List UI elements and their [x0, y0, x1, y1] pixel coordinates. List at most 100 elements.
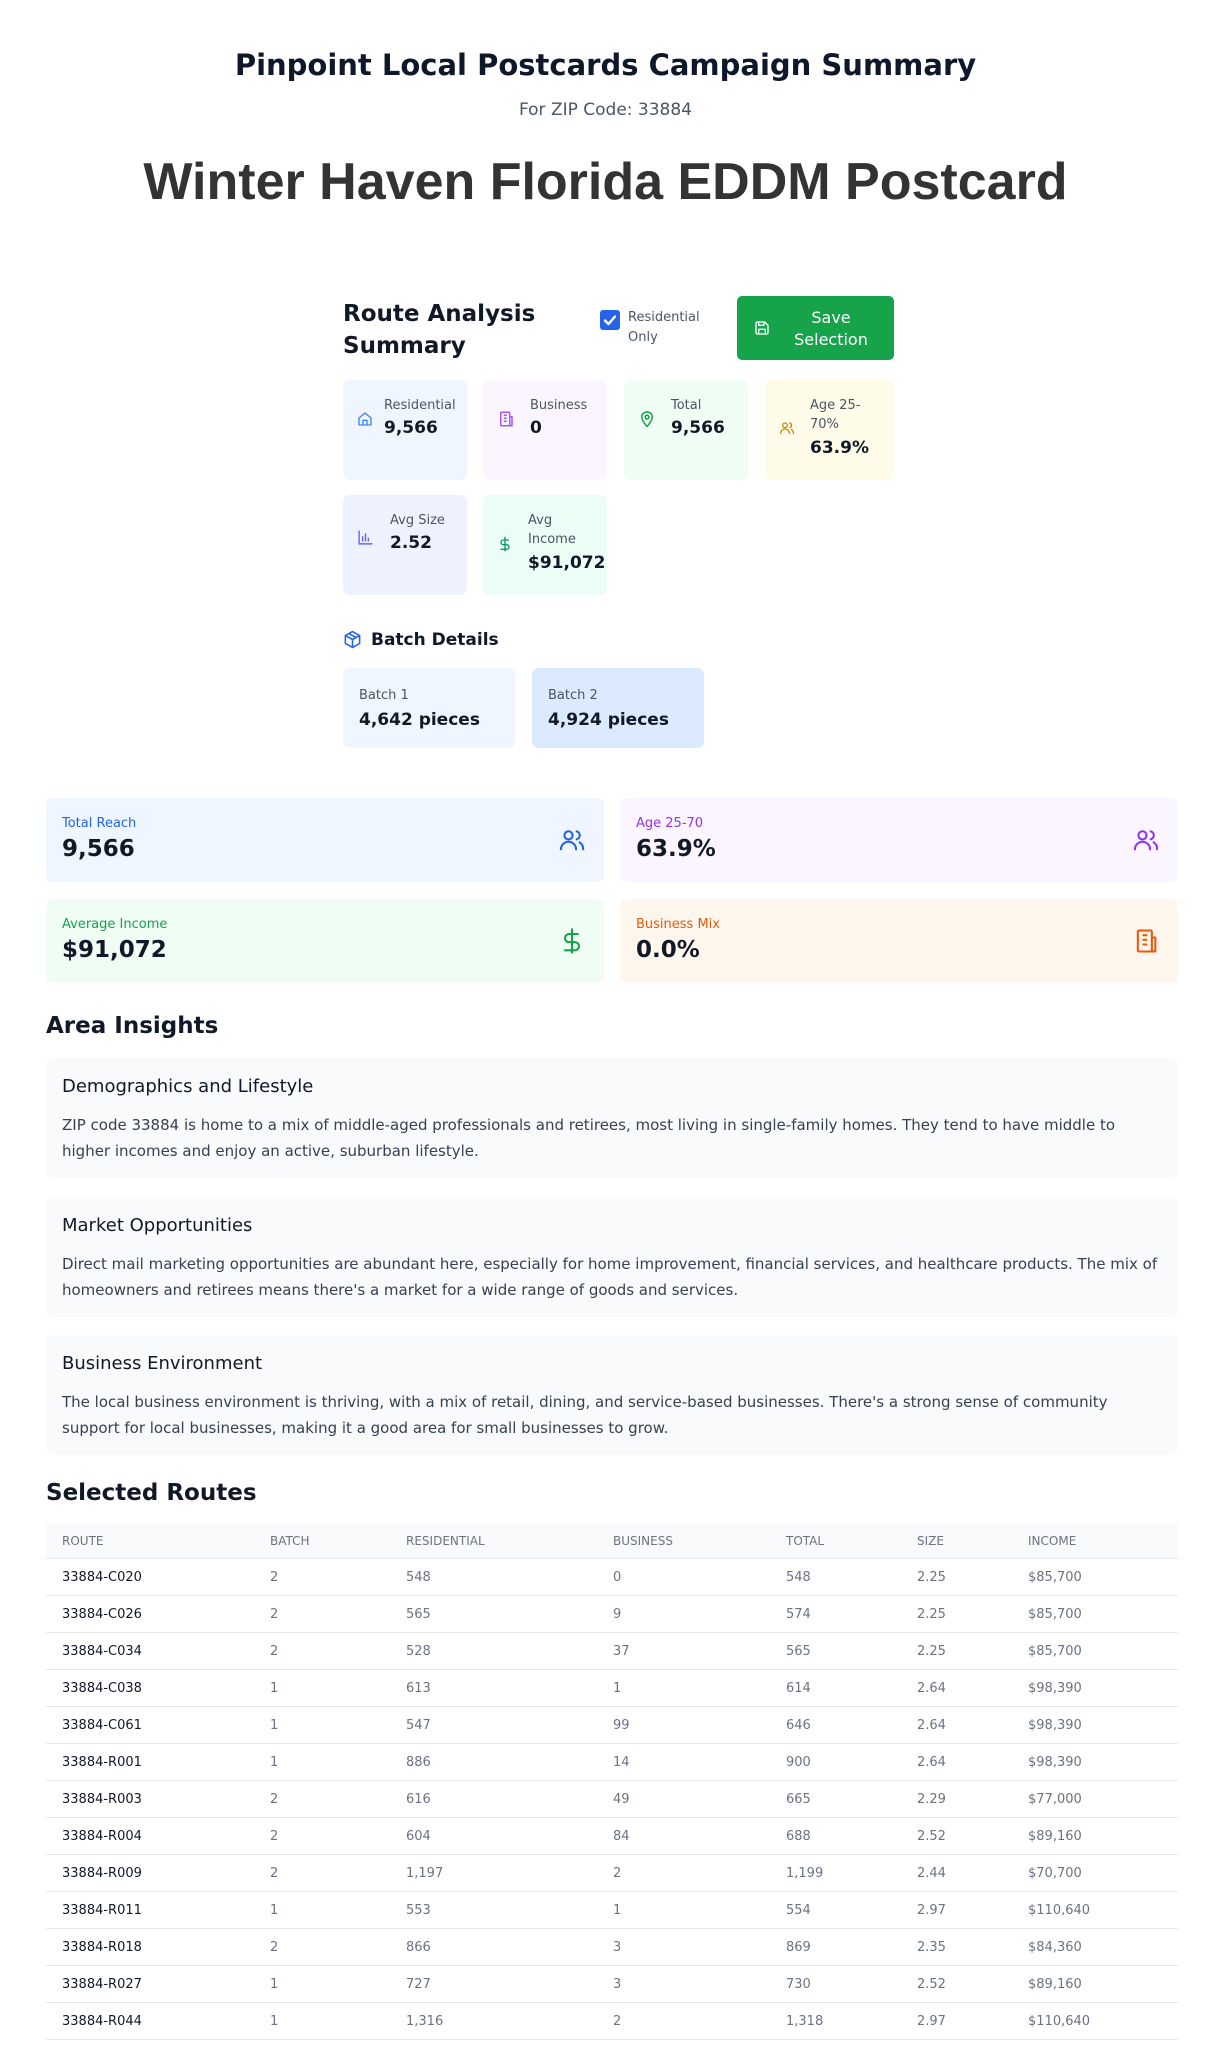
- table-row: 33884-R004 2 604 84 688 2.52 $89,160: [46, 1817, 1178, 1855]
- table-row: 33884-R044 1 1,316 2 1,318 2.97 $110,640: [46, 2002, 1178, 2040]
- metric-business-mix-value: 0.0%: [636, 937, 700, 963]
- income-cell: $98,390: [1012, 1743, 1178, 1781]
- residential-cell: 613: [390, 1669, 597, 1707]
- batch-cell: 1: [254, 1743, 390, 1781]
- residential-cell: 1,197: [390, 1854, 597, 1892]
- batch-cell: 1: [254, 1965, 390, 2003]
- bar-chart-icon: [358, 530, 373, 545]
- table-row: 33884-R027 1 727 3 730 2.52 $89,160: [46, 1965, 1178, 2003]
- stat-total-label: Total: [671, 398, 702, 413]
- insight-market-opportunities: Market Opportunities Direct mail marketi…: [46, 1197, 1178, 1317]
- residential-only-label[interactable]: Residential Only: [628, 310, 700, 345]
- dollar-icon: [563, 928, 581, 954]
- stat-total-value: 9,566: [671, 418, 725, 438]
- package-icon: [344, 630, 361, 649]
- income-cell: $70,700: [1012, 1854, 1178, 1892]
- residential-cell: 565: [390, 1595, 597, 1633]
- table-row: 33884-C020 2 548 0 548 2.25 $85,700: [46, 1558, 1178, 1596]
- size-cell: 2.35: [901, 1928, 1012, 1966]
- metric-age-value: 63.9%: [636, 836, 716, 862]
- total-cell: 565: [770, 1632, 901, 1670]
- residential-cell: 886: [390, 1743, 597, 1781]
- metric-avg-income-value: $91,072: [62, 937, 167, 963]
- save-selection-label: Save Selection: [794, 308, 868, 349]
- column-header-route: Route: [46, 1524, 254, 1559]
- total-cell: 1,199: [770, 1854, 901, 1892]
- route-cell: 33884-C034: [46, 1632, 254, 1670]
- table-row: 33884-C038 1 613 1 614 2.64 $98,390: [46, 1669, 1178, 1707]
- selected-routes-title: Selected Routes: [46, 1480, 257, 1506]
- zip-code-line: For ZIP Code: 33884: [518, 100, 692, 120]
- table-row: 33884-R018 2 866 3 869 2.35 $84,360: [46, 1928, 1178, 1966]
- residential-cell: 1,316: [390, 2002, 597, 2040]
- stat-age: Age 25-70% 63.9%: [765, 380, 894, 480]
- stat-business: Business 0: [483, 380, 607, 480]
- business-cell: 84: [597, 1817, 770, 1855]
- table-row: 33884-C034 2 528 37 565 2.25 $85,700: [46, 1632, 1178, 1670]
- income-cell: $89,160: [1012, 1965, 1178, 2003]
- metric-total-reach: Total Reach 9,566: [46, 798, 604, 882]
- insight-business-environment: Business Environment The local business …: [46, 1335, 1178, 1455]
- metric-avg-income-label: Average Income: [62, 917, 168, 932]
- metric-avg-income: Average Income $91,072: [46, 899, 604, 983]
- total-cell: 665: [770, 1780, 901, 1818]
- home-icon: [358, 412, 372, 426]
- total-cell: 548: [770, 1558, 901, 1596]
- income-cell: $110,640: [1012, 1891, 1178, 1929]
- batch-2-label: Batch 2: [548, 688, 598, 703]
- save-selection-button[interactable]: Save Selection: [737, 296, 894, 360]
- residential-only-checkbox[interactable]: [600, 310, 620, 330]
- batch-cell: 1: [254, 2002, 390, 2040]
- residential-cell: 547: [390, 1706, 597, 1744]
- stat-age-value: 63.9%: [810, 438, 869, 458]
- stat-avg-size: Avg Size 2.52: [343, 495, 467, 595]
- metric-age-label: Age 25-70: [636, 816, 704, 831]
- business-cell: 2: [597, 2002, 770, 2040]
- residential-cell: 604: [390, 1817, 597, 1855]
- dollar-icon: [500, 536, 510, 552]
- route-cell: 33884-R001: [46, 1743, 254, 1781]
- business-cell: 37: [597, 1632, 770, 1670]
- insight-demographics: Demographics and Lifestyle ZIP code 3388…: [46, 1058, 1178, 1178]
- table-row: 33884-R011 1 553 1 554 2.97 $110,640: [46, 1891, 1178, 1929]
- batch-cell: 2: [254, 1854, 390, 1892]
- size-cell: 2.29: [901, 1780, 1012, 1818]
- business-cell: 0: [597, 1558, 770, 1596]
- metric-age: Age 25-70 63.9%: [620, 798, 1178, 882]
- size-cell: 2.44: [901, 1854, 1012, 1892]
- routes-table: Route Batch Residential Business Total S…: [46, 1524, 1178, 2040]
- business-cell: 3: [597, 1928, 770, 1966]
- total-cell: 730: [770, 1965, 901, 2003]
- stat-business-value: 0: [530, 418, 542, 438]
- metric-total-reach-label: Total Reach: [62, 816, 137, 831]
- route-cell: 33884-R027: [46, 1965, 254, 2003]
- stat-avg-income: Avg Income $91,072: [483, 495, 607, 595]
- building-icon: [500, 411, 513, 427]
- business-cell: 1: [597, 1891, 770, 1929]
- insight-title: Market Opportunities: [62, 1215, 253, 1236]
- business-cell: 1: [597, 1669, 770, 1707]
- stat-total: Total 9,566: [624, 380, 748, 480]
- total-cell: 646: [770, 1706, 901, 1744]
- income-cell: $77,000: [1012, 1780, 1178, 1818]
- table-row: 33884-C061 1 547 99 646 2.64 $98,390: [46, 1706, 1178, 1744]
- size-cell: 2.52: [901, 1965, 1012, 2003]
- postcard-title: Winter Haven Florida EDDM Postcard: [143, 153, 1068, 211]
- income-cell: $98,390: [1012, 1669, 1178, 1707]
- batch-cell: 1: [254, 1706, 390, 1744]
- batch-cell: 1: [254, 1891, 390, 1929]
- users-icon: [1133, 830, 1159, 851]
- save-icon: [755, 321, 769, 335]
- route-cell: 33884-C061: [46, 1706, 254, 1744]
- batch-cell: 2: [254, 1632, 390, 1670]
- residential-cell: 866: [390, 1928, 597, 1966]
- size-cell: 2.25: [901, 1558, 1012, 1596]
- metric-business-mix: Business Mix 0.0%: [620, 899, 1178, 983]
- total-cell: 614: [770, 1669, 901, 1707]
- stat-business-label: Business: [530, 398, 588, 413]
- batch-cell: 2: [254, 1817, 390, 1855]
- residential-cell: 727: [390, 1965, 597, 2003]
- table-header-row: Route Batch Residential Business Total S…: [46, 1524, 1178, 1559]
- business-cell: 2: [597, 1854, 770, 1892]
